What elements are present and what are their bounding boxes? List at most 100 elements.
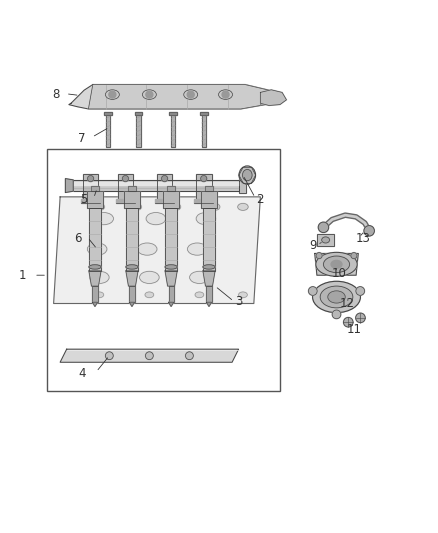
Ellipse shape [203, 265, 215, 269]
Ellipse shape [239, 292, 247, 297]
Bar [91, 186, 99, 191]
Bar [206, 286, 212, 302]
Circle shape [356, 287, 364, 295]
Bar [163, 191, 179, 208]
Bar [134, 112, 142, 116]
Bar [87, 191, 103, 208]
Circle shape [106, 352, 113, 360]
Polygon shape [126, 271, 138, 286]
Bar [73, 180, 239, 191]
Bar [91, 186, 99, 191]
Ellipse shape [170, 204, 181, 211]
Bar [206, 286, 212, 302]
Polygon shape [60, 349, 239, 362]
Polygon shape [89, 271, 101, 286]
Bar [127, 186, 136, 191]
Bar [106, 114, 110, 147]
Polygon shape [315, 254, 358, 275]
Ellipse shape [145, 292, 154, 297]
Bar [196, 174, 212, 200]
Ellipse shape [165, 265, 177, 269]
Ellipse shape [190, 271, 209, 284]
Bar [167, 186, 176, 191]
Bar [83, 174, 99, 200]
Bar [317, 235, 334, 246]
Text: 8: 8 [52, 88, 60, 101]
Bar [116, 199, 135, 203]
Bar [129, 286, 134, 302]
Bar [47, 149, 280, 391]
Bar [196, 174, 212, 200]
Ellipse shape [196, 213, 216, 225]
Circle shape [318, 222, 328, 232]
Bar [169, 286, 174, 302]
Circle shape [122, 175, 128, 182]
Ellipse shape [89, 265, 101, 269]
Bar [127, 186, 136, 191]
Polygon shape [92, 302, 98, 306]
Text: 9: 9 [309, 239, 316, 252]
Bar [200, 112, 208, 116]
Bar [171, 114, 176, 147]
Ellipse shape [146, 213, 166, 225]
Circle shape [222, 91, 229, 98]
Bar [317, 235, 334, 246]
Bar [239, 177, 247, 193]
Polygon shape [129, 302, 134, 306]
Bar [87, 191, 103, 208]
Ellipse shape [243, 169, 252, 181]
Bar [83, 174, 99, 200]
Ellipse shape [331, 261, 342, 268]
Circle shape [308, 287, 317, 295]
Polygon shape [206, 302, 212, 306]
Bar [124, 191, 140, 208]
Ellipse shape [328, 291, 345, 303]
Circle shape [364, 225, 374, 236]
Bar [126, 208, 138, 271]
Bar [239, 177, 247, 193]
Bar [89, 208, 101, 271]
Bar [92, 286, 98, 302]
Ellipse shape [126, 265, 138, 269]
Circle shape [316, 253, 322, 259]
Ellipse shape [209, 204, 220, 211]
Polygon shape [165, 271, 177, 286]
Ellipse shape [106, 90, 119, 99]
Bar [205, 186, 213, 191]
Bar [89, 208, 101, 271]
Circle shape [356, 313, 365, 322]
Bar [171, 114, 176, 147]
Bar [81, 199, 100, 203]
Circle shape [109, 91, 116, 98]
Bar [73, 182, 239, 184]
Bar [165, 208, 177, 271]
Ellipse shape [322, 237, 329, 243]
Text: 12: 12 [340, 297, 355, 310]
Bar [163, 191, 179, 208]
Text: 10: 10 [331, 266, 346, 279]
Bar [169, 286, 174, 302]
Polygon shape [203, 271, 215, 286]
Ellipse shape [316, 252, 357, 276]
Polygon shape [65, 179, 73, 192]
Bar [92, 286, 98, 302]
Text: 2: 2 [257, 192, 264, 206]
Ellipse shape [323, 256, 350, 272]
Bar [134, 112, 142, 116]
Polygon shape [69, 85, 278, 109]
Circle shape [88, 175, 94, 182]
Circle shape [332, 310, 341, 319]
Ellipse shape [94, 204, 105, 211]
Bar [104, 112, 112, 116]
Bar [106, 114, 110, 147]
Ellipse shape [140, 271, 159, 284]
Circle shape [343, 318, 353, 327]
Bar [203, 208, 215, 271]
Bar [155, 199, 174, 203]
Text: 3: 3 [235, 295, 242, 308]
Circle shape [162, 175, 168, 182]
Bar [194, 199, 213, 203]
Polygon shape [169, 302, 174, 306]
Bar [117, 174, 133, 200]
Bar [157, 174, 173, 200]
